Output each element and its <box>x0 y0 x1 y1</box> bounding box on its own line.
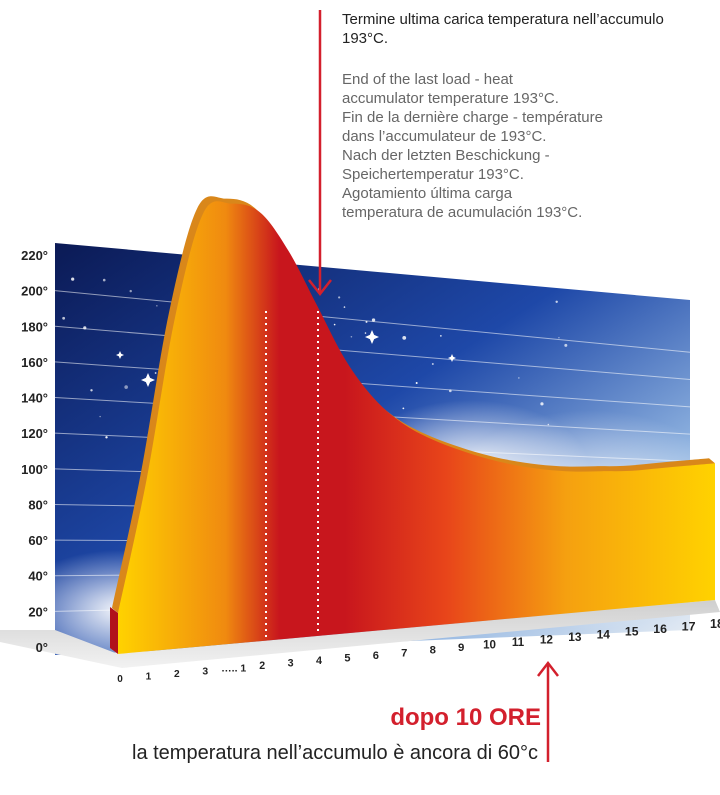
x-tick-label: 15 <box>625 625 639 639</box>
ten-hours-title: dopo 10 ORE <box>390 704 541 731</box>
x-tick-label: 9 <box>458 642 464 654</box>
x-tick-label: 3 <box>202 666 208 677</box>
y-tick-label: 160° <box>21 355 48 370</box>
x-tick-label: 6 <box>373 650 379 662</box>
star <box>71 277 75 281</box>
star <box>415 381 418 384</box>
y-tick-label: 60° <box>28 533 48 548</box>
x-tick-label: 4 <box>316 655 322 667</box>
y-tick-label: 200° <box>21 284 48 299</box>
star <box>402 407 405 410</box>
star <box>154 372 157 374</box>
x-tick-label: 14 <box>597 627 611 641</box>
annotation-italian: Termine ultima carica temperatura nell’a… <box>342 11 664 47</box>
ten-hours-text: la temperatura nell’accumulo è ancora di… <box>132 742 538 764</box>
y-tick-label: 0° <box>36 640 48 655</box>
y-axis: 0° 20° 40° 60° 80° 100° 120° 140° 160° 180° 200° 22… <box>21 248 48 655</box>
floor <box>0 600 720 668</box>
x-tick-label: 13 <box>568 630 582 644</box>
curve-side <box>110 606 118 654</box>
star <box>540 402 544 406</box>
y-tick-label: 40° <box>28 569 48 584</box>
x-tick-label: ….. 1 <box>221 663 246 675</box>
x-tick-label: 2 <box>259 660 265 672</box>
peak-arrow-head <box>308 279 332 297</box>
star <box>350 335 353 338</box>
x-tick-label: 10 <box>483 639 496 652</box>
bright-star <box>448 354 456 362</box>
star <box>547 423 550 426</box>
curve-face <box>118 201 715 654</box>
x-tick-label: 3 <box>288 658 294 670</box>
x-tick-label: 8 <box>430 645 436 657</box>
y-tick-label: 20° <box>28 604 48 619</box>
y-tick-label: 120° <box>21 426 48 441</box>
star <box>99 415 101 418</box>
star <box>364 332 367 334</box>
star <box>343 306 346 308</box>
x-tick-label: 12 <box>540 632 554 646</box>
star <box>124 385 128 389</box>
star <box>555 300 558 304</box>
ten-hours-arrow-head <box>537 660 559 677</box>
star <box>431 362 434 365</box>
x-tick-label: 17 <box>682 620 696 634</box>
y-tick-label: 140° <box>21 391 48 406</box>
star <box>518 377 520 379</box>
x-tick-label: 1 <box>146 671 152 682</box>
star <box>439 334 442 337</box>
star <box>90 389 93 392</box>
x-tick-label: 18 <box>710 617 720 631</box>
x-tick-label: 7 <box>401 647 407 659</box>
star <box>564 343 568 347</box>
x-tick-label: 16 <box>653 622 667 636</box>
y-tick-label: 220° <box>21 248 48 263</box>
grid-line <box>54 290 691 353</box>
y-tick-label: 80° <box>28 497 48 512</box>
star <box>371 318 376 322</box>
star <box>365 320 368 323</box>
star <box>129 289 132 293</box>
star <box>102 278 106 282</box>
bright-star <box>116 351 124 359</box>
bright-star <box>141 373 155 387</box>
y-tick-label: 180° <box>21 319 48 334</box>
star <box>105 436 108 439</box>
star <box>156 305 158 307</box>
star <box>338 296 341 299</box>
peak-annotation: Termine ultima carica temperatura nell’a… <box>342 10 712 222</box>
x-tick-label: 11 <box>512 636 525 649</box>
x-tick-label: 0 <box>117 674 123 685</box>
grid-line <box>54 325 691 381</box>
y-tick-label: 100° <box>21 462 48 477</box>
star <box>62 316 66 320</box>
bright-star <box>365 330 379 344</box>
x-tick-label: 2 <box>174 669 180 680</box>
star <box>402 335 407 340</box>
star <box>558 337 560 339</box>
x-tick-label: 5 <box>344 652 350 664</box>
star <box>333 323 336 326</box>
annotation-translations: End of the last load - heat accumulator … <box>342 71 603 221</box>
